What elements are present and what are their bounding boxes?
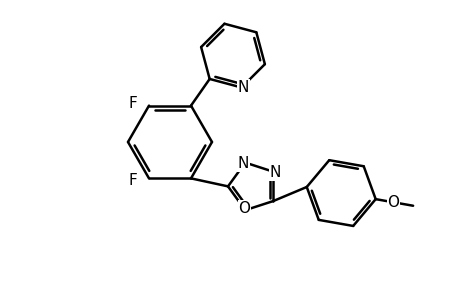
- Text: F: F: [129, 96, 137, 111]
- Text: O: O: [386, 195, 398, 210]
- Text: O: O: [238, 201, 250, 216]
- Text: F: F: [129, 173, 137, 188]
- Text: N: N: [237, 156, 248, 171]
- Text: N: N: [237, 80, 249, 95]
- Text: N: N: [269, 165, 280, 180]
